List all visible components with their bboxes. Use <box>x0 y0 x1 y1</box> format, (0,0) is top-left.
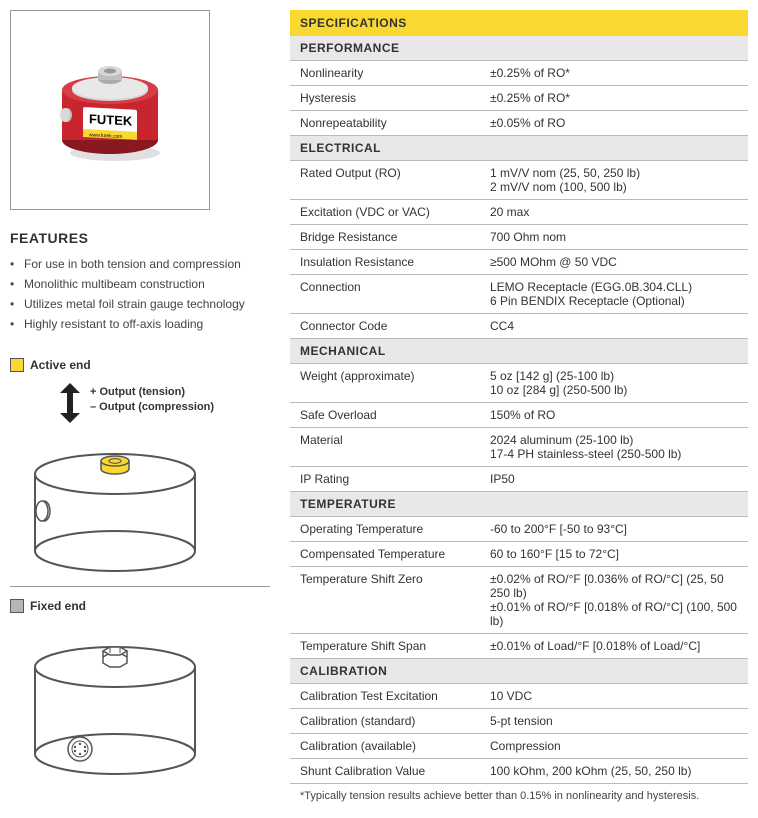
feature-item: For use in both tension and compression <box>10 254 270 274</box>
spec-row: Temperature Shift Zero±0.02% of RO/°F [0… <box>290 567 748 634</box>
diagram-divider <box>10 586 270 587</box>
fixed-end-cylinder <box>10 619 220 779</box>
spec-label: Insulation Resistance <box>300 255 490 269</box>
spec-value: LEMO Receptacle (EGG.0B.304.CLL) 6 Pin B… <box>490 280 738 308</box>
left-column: FUTEK www.futek.com FEATURES For use in … <box>10 10 270 808</box>
spec-label: Operating Temperature <box>300 522 490 536</box>
feature-item: Monolithic multibeam construction <box>10 274 270 294</box>
fixed-end-swatch <box>10 599 24 613</box>
spec-value: CC4 <box>490 319 738 333</box>
spec-label: Connection <box>300 280 490 308</box>
feature-item: Utilizes metal foil strain gauge technol… <box>10 294 270 314</box>
spec-row: Nonlinearity±0.25% of RO* <box>290 61 748 86</box>
spec-value: 100 kOhm, 200 kOhm (25, 50, 250 lb) <box>490 764 738 778</box>
spec-label: Calibration (available) <box>300 739 490 753</box>
spec-section-header: PERFORMANCE <box>290 36 748 61</box>
spec-value: ±0.25% of RO* <box>490 91 738 105</box>
spec-section-header: MECHANICAL <box>290 339 748 364</box>
spec-value: IP50 <box>490 472 738 486</box>
spec-label: Nonlinearity <box>300 66 490 80</box>
spec-label: Excitation (VDC or VAC) <box>300 205 490 219</box>
spec-row: ConnectionLEMO Receptacle (EGG.0B.304.CL… <box>290 275 748 314</box>
spec-row: Material2024 aluminum (25-100 lb) 17-4 P… <box>290 428 748 467</box>
active-end-diagram-block: + Output (tension) – Output (compression… <box>10 378 270 576</box>
spec-row: Hysteresis±0.25% of RO* <box>290 86 748 111</box>
spec-label: Bridge Resistance <box>300 230 490 244</box>
spec-row: Calibration Test Excitation10 VDC <box>290 684 748 709</box>
fixed-end-legend: Fixed end <box>10 599 270 613</box>
spec-label: Connector Code <box>300 319 490 333</box>
spec-value: 60 to 160°F [15 to 72°C] <box>490 547 738 561</box>
spec-row: IP RatingIP50 <box>290 467 748 492</box>
features-list: For use in both tension and compression … <box>10 254 270 334</box>
features-heading: FEATURES <box>10 230 270 246</box>
spec-label: Material <box>300 433 490 461</box>
spec-section-header: ELECTRICAL <box>290 136 748 161</box>
spec-row: Calibration (available)Compression <box>290 734 748 759</box>
active-end-swatch <box>10 358 24 372</box>
spec-row: Operating Temperature-60 to 200°F [-50 t… <box>290 517 748 542</box>
spec-sections: PERFORMANCENonlinearity±0.25% of RO*Hyst… <box>290 36 748 784</box>
specifications-panel: SPECIFICATIONS PERFORMANCENonlinearity±0… <box>290 10 748 808</box>
spec-label: IP Rating <box>300 472 490 486</box>
active-end-legend: Active end <box>10 358 270 372</box>
spec-footnote: *Typically tension results achieve bette… <box>290 784 748 808</box>
spec-row: Temperature Shift Span±0.01% of Load/°F … <box>290 634 748 659</box>
spec-value: 20 max <box>490 205 738 219</box>
spec-value: -60 to 200°F [-50 to 93°C] <box>490 522 738 536</box>
spec-value: 5 oz [142 g] (25-100 lb) 10 oz [284 g] (… <box>490 369 738 397</box>
spec-value: 1 mV/V nom (25, 50, 250 lb) 2 mV/V nom (… <box>490 166 738 194</box>
spec-row: Insulation Resistance≥500 MOhm @ 50 VDC <box>290 250 748 275</box>
product-brand-text: FUTEK <box>89 111 133 128</box>
spec-value: Compression <box>490 739 738 753</box>
product-image-frame: FUTEK www.futek.com <box>10 10 210 210</box>
spec-value: 150% of RO <box>490 408 738 422</box>
spec-label: Nonrepeatability <box>300 116 490 130</box>
spec-row: Nonrepeatability±0.05% of RO <box>290 111 748 136</box>
spec-value: ±0.05% of RO <box>490 116 738 130</box>
spec-label: Temperature Shift Zero <box>300 572 490 628</box>
spec-row: Rated Output (RO)1 mV/V nom (25, 50, 250… <box>290 161 748 200</box>
spec-row: Weight (approximate)5 oz [142 g] (25-100… <box>290 364 748 403</box>
active-end-cylinder <box>10 426 220 576</box>
spec-label: Calibration (standard) <box>300 714 490 728</box>
spec-row: Bridge Resistance700 Ohm nom <box>290 225 748 250</box>
spec-label: Temperature Shift Span <box>300 639 490 653</box>
fixed-end-label: Fixed end <box>30 599 86 613</box>
spec-label: Safe Overload <box>300 408 490 422</box>
product-illustration: FUTEK www.futek.com <box>45 55 175 165</box>
active-end-label: Active end <box>30 358 91 372</box>
page-container: FUTEK www.futek.com FEATURES For use in … <box>10 10 748 808</box>
spec-label: Rated Output (RO) <box>300 166 490 194</box>
spec-row: Compensated Temperature60 to 160°F [15 t… <box>290 542 748 567</box>
fixed-end-diagram-block <box>10 619 270 779</box>
spec-row: Safe Overload150% of RO <box>290 403 748 428</box>
spec-label: Shunt Calibration Value <box>300 764 490 778</box>
spec-value: ±0.25% of RO* <box>490 66 738 80</box>
spec-value: 5-pt tension <box>490 714 738 728</box>
spec-label: Weight (approximate) <box>300 369 490 397</box>
spec-value: 10 VDC <box>490 689 738 703</box>
spec-section-header: CALIBRATION <box>290 659 748 684</box>
spec-row: Connector CodeCC4 <box>290 314 748 339</box>
spec-value: ±0.01% of Load/°F [0.018% of Load/°C] <box>490 639 738 653</box>
feature-item: Highly resistant to off-axis loading <box>10 314 270 334</box>
spec-row: Shunt Calibration Value100 kOhm, 200 kOh… <box>290 759 748 784</box>
spec-section-header: TEMPERATURE <box>290 492 748 517</box>
spec-label: Compensated Temperature <box>300 547 490 561</box>
spec-value: ±0.02% of RO/°F [0.036% of RO/°C] (25, 5… <box>490 572 738 628</box>
spec-label: Calibration Test Excitation <box>300 689 490 703</box>
spec-row: Excitation (VDC or VAC)20 max <box>290 200 748 225</box>
spec-row: Calibration (standard)5-pt tension <box>290 709 748 734</box>
spec-value: 2024 aluminum (25-100 lb) 17-4 PH stainl… <box>490 433 738 461</box>
specifications-title: SPECIFICATIONS <box>290 10 748 36</box>
spec-value: 700 Ohm nom <box>490 230 738 244</box>
spec-label: Hysteresis <box>300 91 490 105</box>
spec-value: ≥500 MOhm @ 50 VDC <box>490 255 738 269</box>
